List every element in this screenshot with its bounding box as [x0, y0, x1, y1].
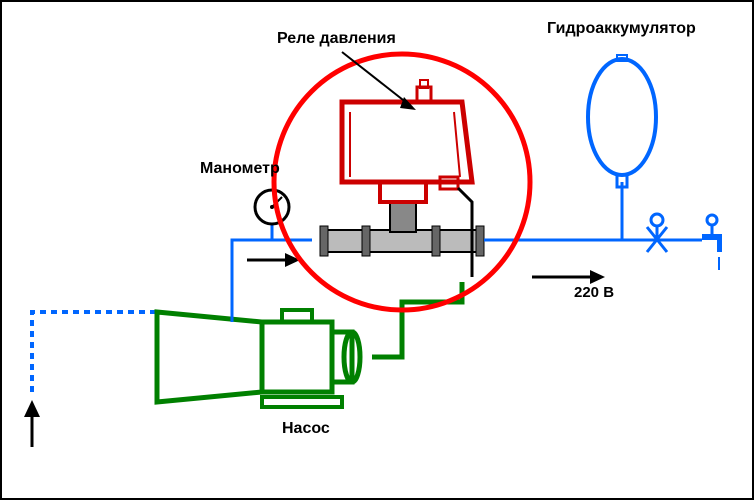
faucet: [702, 215, 722, 270]
main-pipe-fitting: [320, 202, 484, 256]
diagram-container: Реле давления Гидроаккумулятор Манометр …: [0, 0, 754, 500]
manometer-label: Манометр: [200, 160, 280, 178]
intake-pipe: [24, 312, 157, 447]
accumulator-label: Гидроаккумулятор: [547, 20, 696, 38]
pump: [157, 282, 462, 407]
pressure-relay-device: [342, 80, 472, 202]
diagram-svg: [2, 2, 752, 498]
voltage-label: 220 В: [574, 284, 614, 301]
valve: [647, 214, 667, 252]
pump-label: Насос: [282, 420, 330, 438]
manometer-gauge: [255, 190, 289, 224]
pressure-relay-label: Реле давления: [277, 30, 396, 48]
accumulator-tank: [588, 55, 656, 187]
supply-pipe: [232, 224, 312, 322]
outlet-pipe: [484, 182, 702, 240]
